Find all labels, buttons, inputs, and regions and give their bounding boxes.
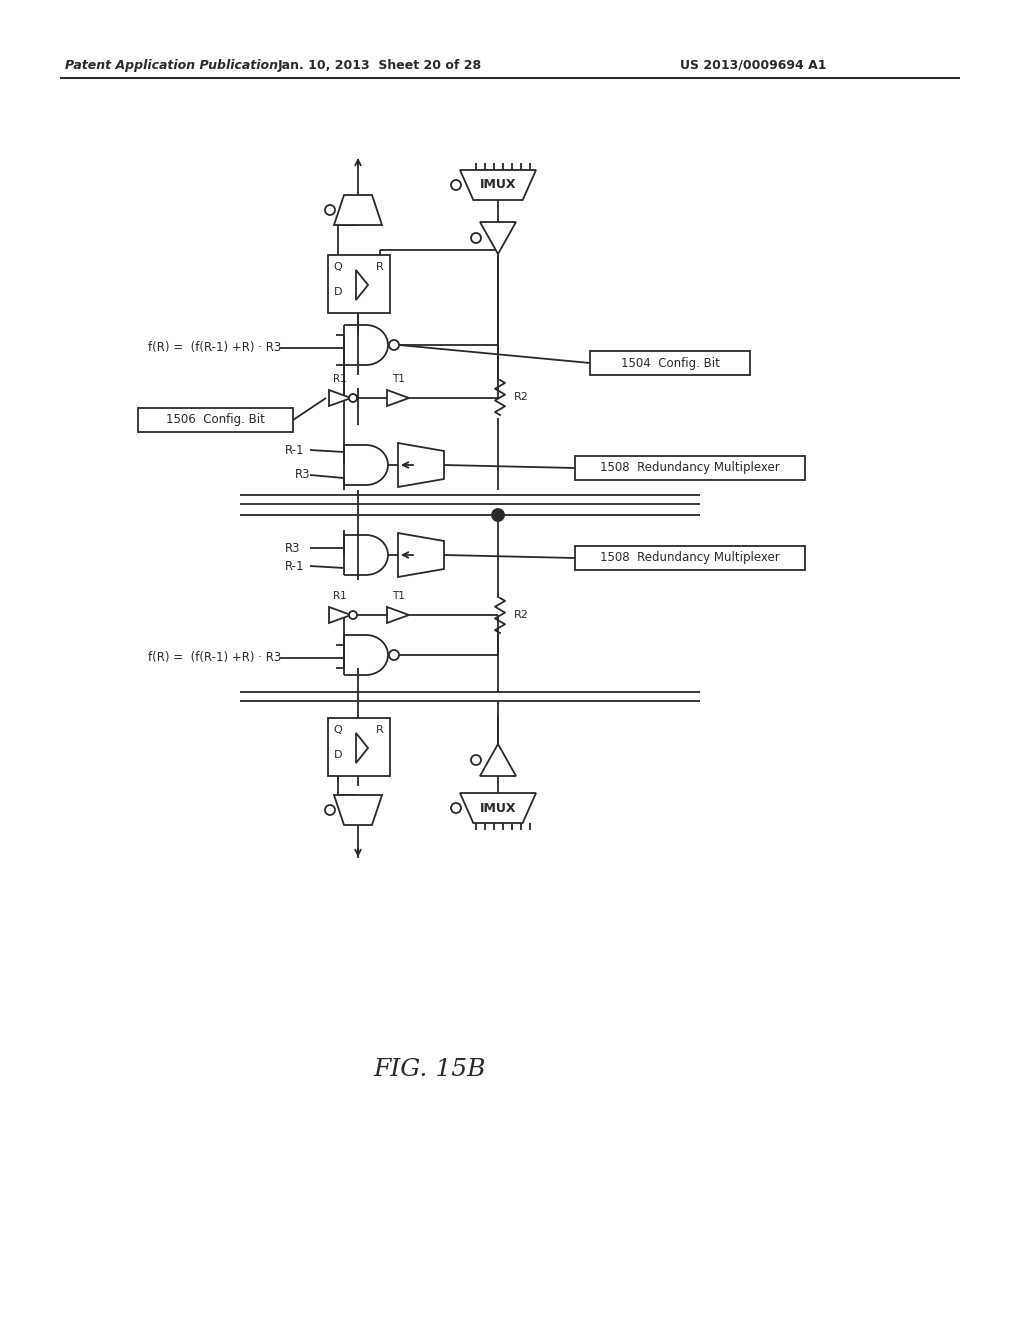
Polygon shape (398, 533, 444, 577)
Text: IMUX: IMUX (480, 801, 516, 814)
Polygon shape (334, 195, 382, 224)
Text: R3: R3 (285, 541, 300, 554)
Circle shape (349, 393, 357, 403)
Text: R1: R1 (333, 591, 347, 601)
Circle shape (471, 755, 481, 766)
Circle shape (325, 805, 335, 814)
Bar (328, 255, 390, 313)
Text: IMUX: IMUX (480, 178, 516, 191)
Text: Jan. 10, 2013  Sheet 20 of 28: Jan. 10, 2013 Sheet 20 of 28 (278, 58, 482, 71)
Text: R-1: R-1 (285, 560, 304, 573)
Polygon shape (387, 389, 409, 407)
Text: 1506  Config. Bit: 1506 Config. Bit (166, 413, 265, 426)
Text: R1: R1 (333, 374, 347, 384)
Polygon shape (387, 607, 409, 623)
Text: R3: R3 (295, 469, 310, 482)
Circle shape (389, 341, 399, 350)
Circle shape (451, 803, 461, 813)
Circle shape (325, 205, 335, 215)
Circle shape (389, 649, 399, 660)
Text: US 2013/0009694 A1: US 2013/0009694 A1 (680, 58, 826, 71)
Text: T1: T1 (391, 591, 404, 601)
Bar (328, 718, 390, 776)
Text: R: R (376, 725, 384, 735)
Polygon shape (460, 170, 536, 201)
Text: 1508  Redundancy Multiplexer: 1508 Redundancy Multiplexer (600, 552, 780, 565)
Polygon shape (329, 607, 351, 623)
Text: R-1: R-1 (285, 444, 304, 457)
Text: Q: Q (334, 725, 342, 735)
Text: R2: R2 (514, 392, 528, 403)
Circle shape (451, 180, 461, 190)
Text: FIG. 15B: FIG. 15B (374, 1059, 486, 1081)
Text: 1508  Redundancy Multiplexer: 1508 Redundancy Multiplexer (600, 462, 780, 474)
Polygon shape (356, 733, 368, 763)
Bar (575, 455, 805, 480)
Polygon shape (480, 744, 516, 776)
Text: D: D (334, 286, 342, 297)
Text: f(R) =  (f(R-1) +R) · R3: f(R) = (f(R-1) +R) · R3 (148, 652, 282, 664)
Text: Q: Q (334, 261, 342, 272)
Polygon shape (334, 795, 382, 825)
Circle shape (349, 611, 357, 619)
Polygon shape (480, 222, 516, 253)
Bar (590, 351, 750, 375)
Polygon shape (398, 444, 444, 487)
Text: Patent Application Publication: Patent Application Publication (65, 58, 278, 71)
Polygon shape (329, 389, 351, 407)
Polygon shape (356, 271, 368, 300)
Text: D: D (334, 750, 342, 760)
Text: f(R) =  (f(R-1) +R) · R3: f(R) = (f(R-1) +R) · R3 (148, 342, 282, 355)
Text: T1: T1 (391, 374, 404, 384)
Polygon shape (460, 793, 536, 822)
Circle shape (471, 234, 481, 243)
Text: R2: R2 (514, 610, 528, 620)
Bar (575, 546, 805, 570)
Bar (138, 408, 293, 432)
Text: R: R (376, 261, 384, 272)
Text: 1504  Config. Bit: 1504 Config. Bit (621, 356, 720, 370)
Circle shape (492, 510, 504, 521)
